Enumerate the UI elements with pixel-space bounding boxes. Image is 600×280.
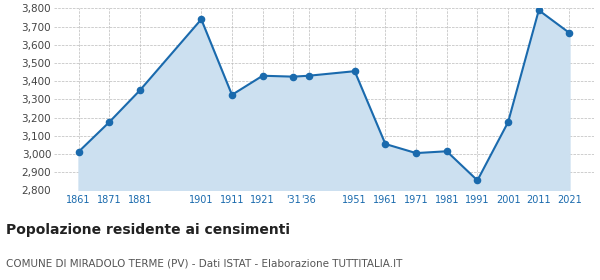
Text: Popolazione residente ai censimenti: Popolazione residente ai censimenti <box>6 223 290 237</box>
Point <box>411 151 421 155</box>
Point <box>227 93 237 97</box>
Point <box>565 31 574 35</box>
Point <box>196 17 206 22</box>
Point <box>304 74 313 78</box>
Point <box>258 74 268 78</box>
Point <box>534 8 544 13</box>
Point <box>503 120 513 124</box>
Text: COMUNE DI MIRADOLO TERME (PV) - Dati ISTAT - Elaborazione TUTTITALIA.IT: COMUNE DI MIRADOLO TERME (PV) - Dati IST… <box>6 259 403 269</box>
Point <box>380 142 390 146</box>
Point <box>74 150 83 154</box>
Point <box>289 74 298 79</box>
Point <box>473 178 482 183</box>
Point <box>442 149 452 153</box>
Point <box>104 120 114 124</box>
Point <box>135 88 145 93</box>
Point <box>350 69 359 73</box>
